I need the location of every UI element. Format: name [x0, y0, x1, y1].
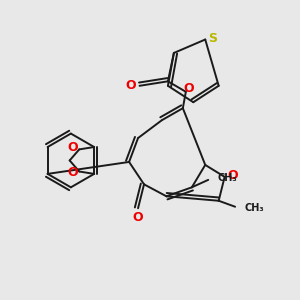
Text: O: O	[125, 79, 136, 92]
Text: O: O	[67, 167, 78, 179]
Text: CH₃: CH₃	[244, 203, 264, 213]
Text: O: O	[133, 211, 143, 224]
Text: O: O	[183, 82, 194, 95]
Text: CH₃: CH₃	[217, 173, 237, 183]
Text: O: O	[67, 141, 78, 154]
Text: S: S	[208, 32, 217, 44]
Text: O: O	[228, 169, 238, 182]
